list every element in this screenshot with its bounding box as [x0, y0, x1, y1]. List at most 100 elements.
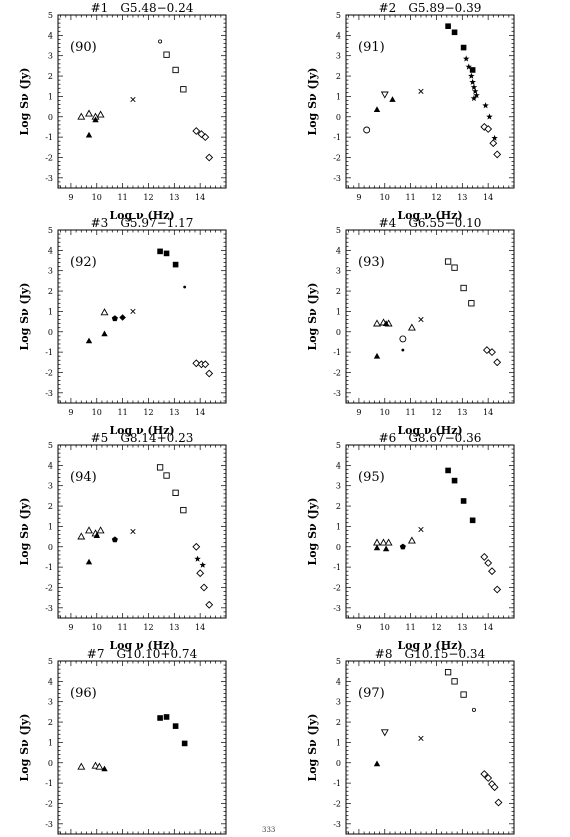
- panel-index: (97): [358, 686, 385, 701]
- y-tick-label: -3: [45, 604, 53, 613]
- y-tick-label: 5: [336, 657, 341, 666]
- data-point-open-triangle: [85, 526, 93, 534]
- x-tick-label: 13: [169, 193, 179, 202]
- data-point-filled-triangle: [382, 545, 390, 552]
- y-tick-label: 2: [336, 72, 341, 81]
- y-tick-label: 5: [48, 441, 53, 450]
- y-tick-label: 3: [336, 52, 341, 61]
- data-point-open-diamond: [205, 153, 214, 162]
- y-tick-label: 0: [48, 328, 53, 337]
- y-tick-label: 4: [48, 461, 53, 470]
- x-tick-label: 12: [143, 623, 153, 632]
- x-tick-label: 14: [483, 193, 493, 202]
- x-axis-label: Log ν (Hz): [397, 209, 462, 222]
- y-tick-label: 1: [48, 92, 53, 101]
- data-point-filled-triangle: [93, 532, 100, 538]
- data-point-open-diamond: [192, 542, 201, 551]
- data-point-filled-square: [157, 248, 163, 255]
- y-tick-label: 5: [336, 441, 341, 450]
- data-point-filled-square: [460, 498, 467, 504]
- plot-frame: [57, 229, 227, 404]
- y-tick-label: 3: [336, 698, 341, 707]
- data-point-cross: [418, 88, 424, 94]
- data-point-open-diamond: [482, 346, 491, 355]
- data-point-filled-triangle: [101, 765, 108, 772]
- y-tick-label: 1: [48, 307, 53, 316]
- y-axis-label: Log Sν (Jy): [18, 282, 31, 350]
- y-tick-label: 5: [48, 11, 53, 20]
- data-point-filled-square: [469, 517, 476, 524]
- y-tick-label: -2: [333, 799, 341, 808]
- data-point-open-square: [460, 691, 467, 698]
- x-tick-label: 12: [431, 193, 441, 202]
- y-tick-label: 2: [48, 502, 53, 511]
- data-point-open-triangle: [95, 762, 104, 770]
- data-point-star: [472, 87, 479, 95]
- y-tick-label: -2: [45, 799, 53, 808]
- data-point-filled-pentagon: [111, 536, 118, 543]
- panel-index: (94): [70, 470, 97, 485]
- data-point-star: [473, 92, 480, 99]
- data-point-filled-square: [445, 467, 451, 474]
- panel-title: #6 G8.67−0.36: [379, 431, 482, 445]
- data-point-open-square: [468, 300, 475, 307]
- y-tick-label: -3: [333, 604, 341, 613]
- x-tick-label: 10: [380, 193, 390, 202]
- x-tick-label: 11: [118, 193, 128, 202]
- y-tick-label: -1: [333, 779, 341, 788]
- data-point-filled-pentagon: [399, 543, 406, 550]
- data-point-open-diamond: [192, 127, 201, 135]
- data-point-filled-triangle: [373, 106, 381, 112]
- x-tick-label: 9: [68, 193, 73, 202]
- data-point-filled-square: [451, 477, 458, 484]
- data-point-open-square: [163, 472, 170, 479]
- x-tick-label: 14: [483, 408, 493, 417]
- data-point-cross: [130, 308, 136, 315]
- y-tick-label: 1: [336, 307, 341, 316]
- x-axis-label: Log ν (Hz): [397, 639, 462, 652]
- y-tick-label: -3: [333, 389, 341, 398]
- data-point-filled-diamond: [119, 314, 126, 321]
- data-point-star: [468, 72, 475, 79]
- x-tick-label: 14: [195, 408, 205, 417]
- data-point-open-diamond: [480, 552, 489, 561]
- panel-title: #7 G10.10+0.74: [87, 647, 198, 661]
- y-tick-label: -1: [45, 133, 53, 142]
- panel-title: #3 G5.97−1.17: [91, 216, 194, 230]
- data-point-open-triangle: [407, 323, 416, 331]
- data-point-open-square: [172, 66, 179, 74]
- data-point-star: [491, 134, 498, 141]
- data-point-filled-square: [451, 29, 458, 36]
- x-tick-label: 9: [356, 193, 361, 202]
- data-point-open-square: [172, 489, 179, 496]
- data-point-open-square: [180, 506, 187, 514]
- data-point-open-diamond: [484, 125, 493, 133]
- y-tick-label: -2: [45, 583, 53, 592]
- data-point-filled-triangle: [85, 131, 93, 138]
- y-tick-label: -2: [333, 368, 341, 377]
- x-tick-label: 9: [356, 408, 361, 417]
- y-tick-label: -3: [333, 174, 341, 183]
- data-point-open-square: [444, 669, 452, 676]
- data-point-star: [482, 102, 489, 109]
- x-tick-label: 13: [457, 623, 467, 632]
- data-point-open-square: [451, 264, 458, 271]
- y-tick-label: 4: [48, 677, 53, 686]
- x-tick-label: 10: [380, 408, 390, 417]
- x-tick-label: 13: [457, 408, 467, 417]
- data-point-filled-square: [163, 714, 170, 720]
- data-point-open-diamond: [201, 133, 210, 142]
- y-tick-label: -2: [333, 583, 341, 592]
- panel-title: #5 G8.14+0.23: [91, 431, 194, 445]
- data-point-open-circle: [363, 126, 371, 134]
- data-point-open-square: [156, 464, 164, 471]
- panel-index: (95): [358, 470, 385, 485]
- data-point-open-triangle: [96, 526, 105, 534]
- y-tick-label: 3: [336, 482, 341, 491]
- data-point-open-diamond: [200, 583, 208, 592]
- data-point-open-square: [460, 284, 467, 292]
- data-point-open-circle: [399, 335, 407, 343]
- plot-frame: [345, 444, 515, 619]
- data-point-filled-square: [163, 250, 170, 257]
